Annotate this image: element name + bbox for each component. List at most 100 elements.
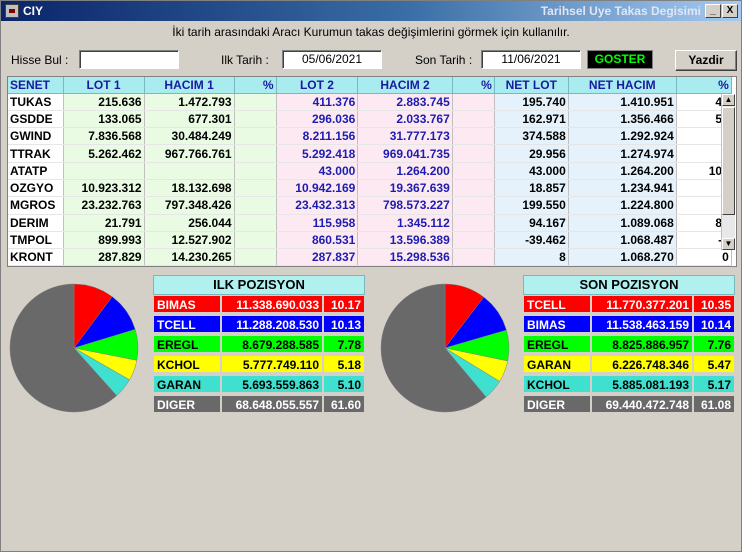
table-cell: 1.356.466 bbox=[568, 110, 677, 129]
table-cell: 2.883.745 bbox=[357, 93, 453, 111]
table-cell bbox=[234, 231, 277, 250]
position-row: EREGL 8.679.288.585 7.78 bbox=[153, 335, 365, 353]
column-header[interactable]: % bbox=[234, 77, 277, 94]
table-cell: GWIND bbox=[8, 127, 64, 146]
table-cell bbox=[452, 214, 495, 232]
table-row[interactable]: TTRAK 5.262.462 967.766.761 5.292.418 969.04… bbox=[8, 144, 732, 163]
position-row: GARAN 5.693.559.863 5.10 bbox=[153, 375, 365, 393]
ilk-pozisyon-pie-chart bbox=[9, 283, 139, 413]
hisse-search-input[interactable] bbox=[79, 50, 179, 69]
table-cell: 18.132.698 bbox=[144, 179, 235, 198]
position-row: TCELL 11.770.377.201 10.35 bbox=[523, 295, 735, 313]
column-header[interactable]: SENET bbox=[8, 77, 64, 94]
position-value: 11.538.463.159 bbox=[591, 315, 693, 333]
title-bar[interactable]: CIY Tarihsel Uye Takas Degisimi _ X bbox=[1, 1, 741, 21]
table-cell: 15.298.536 bbox=[357, 248, 453, 266]
position-value: 8.679.288.585 bbox=[221, 335, 323, 353]
yazdir-button[interactable]: Yazdir bbox=[675, 50, 737, 71]
table-cell: 29.956 bbox=[494, 144, 569, 163]
table-cell: 43.000 bbox=[494, 162, 569, 180]
table-cell bbox=[452, 162, 495, 180]
table-row[interactable]: TMPOL 899.993 12.527.902 860.531 13.596.389 -… bbox=[8, 231, 732, 250]
column-header[interactable]: % bbox=[452, 77, 495, 94]
position-pct: 7.76 bbox=[693, 335, 735, 353]
table-cell: 0 bbox=[676, 179, 732, 198]
column-header[interactable]: NET LOT bbox=[494, 77, 569, 94]
total-cell: 113.687.029.607 bbox=[357, 265, 453, 266]
table-row[interactable]: GWIND 7.836.568 30.484.249 8.211.156 31.777.… bbox=[8, 127, 732, 146]
table-row[interactable]: TUKAS 215.636 1.472.793 411.376 2.883.745 195… bbox=[8, 93, 732, 111]
table-cell: OZGYO bbox=[8, 179, 64, 198]
table-cell: 1.068.487 bbox=[568, 231, 677, 250]
column-header[interactable]: NET HACIM bbox=[568, 77, 677, 94]
table-cell: 1.224.800 bbox=[568, 196, 677, 215]
table-row[interactable]: OZGYO 10.923.312 18.132.698 10.942.169 19.36… bbox=[8, 179, 732, 198]
scroll-thumb[interactable] bbox=[722, 107, 735, 215]
table-cell: 1.274.974 bbox=[568, 144, 677, 163]
table-cell: 162.971 bbox=[494, 110, 569, 129]
table-cell: 115.958 bbox=[276, 214, 359, 232]
position-row: BIMAS 11.338.690.033 10.17 bbox=[153, 295, 365, 313]
table-cell bbox=[234, 196, 277, 215]
position-row: BIMAS 11.538.463.159 10.14 bbox=[523, 315, 735, 333]
table-cell: KRONT bbox=[8, 248, 64, 266]
table-cell bbox=[452, 248, 495, 266]
table-cell: 1.410.951 bbox=[568, 93, 677, 111]
table-row[interactable]: ATATP 43.000 1.264.200 43.000 1.264.200 100 bbox=[8, 162, 732, 180]
table-cell: 195.740 bbox=[494, 93, 569, 111]
table-cell: 2.033.767 bbox=[357, 110, 453, 129]
position-name: KCHOL bbox=[523, 375, 591, 393]
table-cell bbox=[234, 93, 277, 111]
table-cell: 5.292.418 bbox=[276, 144, 359, 163]
column-header[interactable]: LOT 1 bbox=[63, 77, 145, 94]
table-cell: 1.264.200 bbox=[568, 162, 677, 180]
scroll-down-icon[interactable]: ▼ bbox=[722, 238, 735, 250]
window-subtitle: Tarihsel Uye Takas Degisimi bbox=[540, 4, 701, 18]
table-cell: 374.588 bbox=[494, 127, 569, 146]
position-value: 69.440.472.748 bbox=[591, 395, 693, 413]
table-header: SENET LOT 1 HACIM 1% LOT 2 HACIM 2% NET LOT NE… bbox=[8, 77, 732, 94]
table-cell: 23.432.313 bbox=[276, 196, 359, 215]
total-cell bbox=[494, 265, 569, 266]
position-value: 5.777.749.110 bbox=[221, 355, 323, 373]
table-cell: 1.292.924 bbox=[568, 127, 677, 146]
table-cell: 23.232.763 bbox=[63, 196, 145, 215]
position-name: TCELL bbox=[523, 295, 591, 313]
table-cell bbox=[234, 127, 277, 146]
table-cell: 31.777.173 bbox=[357, 127, 453, 146]
position-pct: 5.18 bbox=[323, 355, 365, 373]
table-row[interactable]: MGROS 23.232.763 797.348.426 23.432.313 798.… bbox=[8, 196, 732, 215]
position-name: DIGER bbox=[153, 395, 221, 413]
close-button[interactable]: X bbox=[722, 4, 738, 18]
total-cell: 8.986.211.405 bbox=[63, 265, 145, 266]
table-cell: 798.573.227 bbox=[357, 196, 453, 215]
table-cell: 256.044 bbox=[144, 214, 235, 232]
son-tarih-input[interactable]: 11/06/2021 bbox=[481, 50, 581, 69]
table-cell: 296.036 bbox=[276, 110, 359, 129]
position-row: KCHOL 5.885.081.193 5.17 bbox=[523, 375, 735, 393]
son-pozisyon-title: SON POZISYON bbox=[523, 275, 735, 295]
position-pct: 7.78 bbox=[323, 335, 365, 353]
table-cell: 8 bbox=[494, 248, 569, 266]
table-row[interactable]: GSDDE 133.065 677.301 296.036 2.033.767 162.9… bbox=[8, 110, 732, 129]
table-cell bbox=[452, 110, 495, 129]
ilk-tarih-input[interactable]: 05/06/2021 bbox=[282, 50, 382, 69]
table-cell: 94.167 bbox=[494, 214, 569, 232]
goster-button[interactable]: GOSTER bbox=[587, 50, 653, 69]
window-title: CIY bbox=[23, 4, 44, 18]
table-cell: ATATP bbox=[8, 162, 64, 180]
table-row[interactable]: DERIM 21.791 256.044 115.958 1.345.112 94.167… bbox=[8, 214, 732, 232]
column-header[interactable]: HACIM 2 bbox=[357, 77, 453, 94]
column-header[interactable]: % bbox=[676, 77, 732, 94]
table-row[interactable]: KRONT 287.829 14.230.265 287.837 15.298.536 8… bbox=[8, 248, 732, 266]
pie-slice bbox=[9, 283, 118, 413]
vertical-scrollbar[interactable]: ▲ ▼ bbox=[721, 94, 735, 250]
minimize-button[interactable]: _ bbox=[705, 4, 721, 18]
table-cell: -39.462 bbox=[494, 231, 569, 250]
position-row: GARAN 6.226.748.346 5.47 bbox=[523, 355, 735, 373]
scroll-up-icon[interactable]: ▲ bbox=[722, 94, 735, 106]
ilk-pozisyon-title: ILK POZISYON bbox=[153, 275, 365, 295]
column-header[interactable]: HACIM 1 bbox=[144, 77, 235, 94]
table-cell bbox=[234, 162, 277, 180]
column-header[interactable]: LOT 2 bbox=[276, 77, 359, 94]
